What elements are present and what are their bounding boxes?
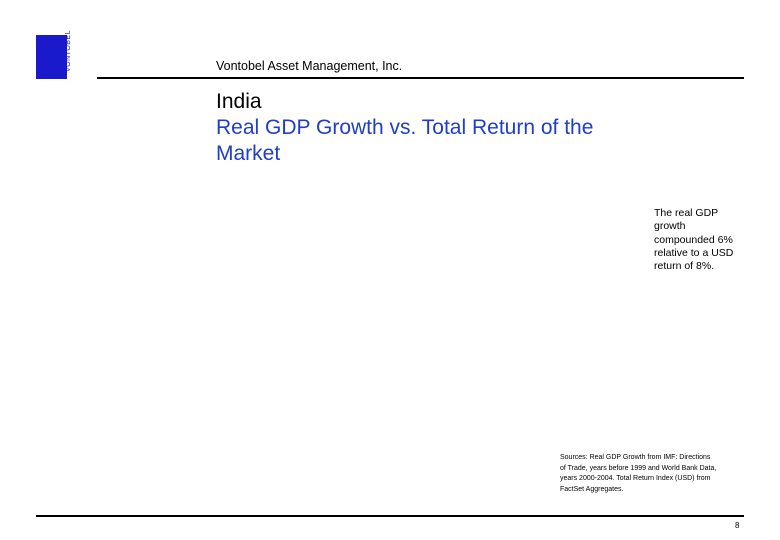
logo-square [36,35,67,79]
logo-wordmark: VONTOBEL [65,30,72,72]
vontobel-logo: VONTOBEL [36,30,82,79]
company-name: Vontobel Asset Management, Inc. [216,59,403,73]
title-country: India [216,90,262,113]
header-divider [97,77,744,79]
sources-line: FactSet Aggregates. [560,485,624,493]
note-line: The real GDP [654,207,719,219]
sources-line: of Trade, years before 1999 and World Ba… [560,464,717,472]
growth-note: The real GDP growth compounded 6% relati… [654,207,754,273]
note-line: growth [654,220,686,233]
page-number: 8 [735,521,740,530]
footer-divider [36,515,744,517]
title-subtitle-line-2: Market [216,142,281,165]
title-subtitle-line-1: Real GDP Growth vs. Total Return of the [216,116,594,139]
note-line: relative to a USD [654,246,734,259]
sources-note: Sources: Real GDP Growth from IMF: Direc… [560,453,760,495]
sources-line: years 2000-2004. Total Return Index (USD… [560,475,711,482]
note-line: return of 8%. [654,260,715,273]
slide-title: India Real GDP Growth vs. Total Return o… [216,89,736,167]
sources-line: Sources: Real GDP Growth from IMF: Direc… [560,454,711,461]
note-line: compounded 6% [654,233,733,246]
